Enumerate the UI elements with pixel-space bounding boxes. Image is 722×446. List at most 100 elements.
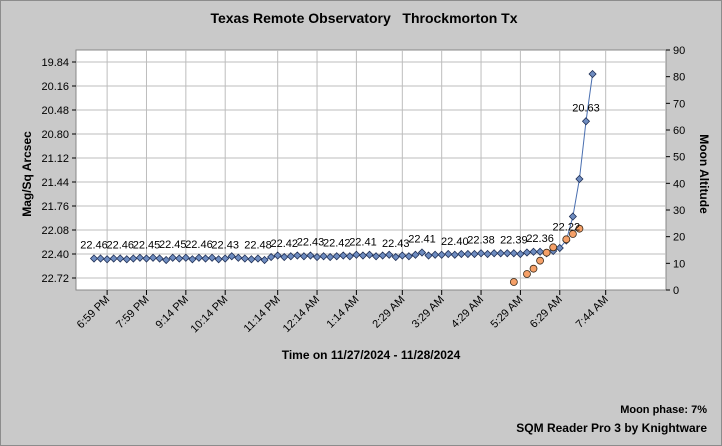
sqm-point [417,248,427,257]
left-axis: 19.84 20.16 20.48 20.80 21.12 21.44 21.76 22.08… [41,57,76,285]
sqm-point [286,252,295,261]
sqm-point [168,253,177,262]
data-label: 22.43 [382,238,410,250]
x-tick-label: 5:29 AM [488,294,525,331]
moon-point [523,270,531,278]
data-label: 22.42 [323,237,351,249]
sqm-point [319,252,328,261]
sqm-point [529,247,538,256]
data-label: 22.42 [270,238,298,250]
sqm-point [116,254,125,263]
sqm-point [431,250,440,259]
sqm-point [188,255,197,264]
sqm-point [522,248,532,257]
sqm-point [260,255,269,265]
sqm-point [424,251,433,260]
x-tick-label: 3:29 AM [410,294,447,331]
y2-tick-label: 80 [673,72,685,84]
sqm-point [227,252,236,261]
y-tick-label: 22.40 [41,249,69,261]
y-tick-label: 22.72 [41,273,69,285]
y2-tick-label: 60 [673,125,685,137]
data-label: 22.46 [80,240,108,252]
sqm-point [299,252,308,261]
sqm-point [142,254,151,263]
sqm-point [581,117,591,126]
moon-point [549,243,558,252]
y-tick-label: 19.84 [41,57,69,69]
sqm-point [267,252,276,262]
right-axis: 0 10 20 30 40 50 60 70 80 90 [666,45,685,297]
sqm-point [444,249,453,259]
data-label: 22.39 [500,234,528,246]
sqm-point [306,251,315,260]
x-tick-label: 11:14 PM [242,294,283,335]
sqm-point [253,254,263,263]
y2-tick-label: 90 [673,45,685,57]
data-label: 22.45 [133,240,161,252]
moon-point [568,230,577,238]
data-label: 22.38 [467,234,495,246]
data-label: 22.22 [553,222,581,234]
sqm-point [273,251,282,260]
data-label: 22.45 [159,239,187,251]
y2-tick-label: 40 [673,178,685,190]
grid-lines [76,50,666,290]
chart-title: Texas Remote Observatory Throckmorton Tx [210,10,517,26]
sqm-point [411,250,420,259]
y-tick-label: 20.16 [41,81,69,93]
data-label: 22.46 [106,240,134,252]
sqm-point [516,249,525,259]
x-tick-label: 4:29 AM [449,294,486,331]
x-tick-label: 1:14 AM [324,294,361,331]
moon-point [529,264,538,273]
x-tick-label: 9:14 PM [154,294,191,331]
sqm-point [509,249,518,258]
sqm-point [457,249,466,259]
sqm-point [588,69,597,79]
data-label: 22.41 [349,237,377,249]
sqm-point [365,250,374,259]
sqm-point [122,255,131,264]
sqm-point [240,254,249,263]
sqm-point [352,250,361,259]
data-label: 22.43 [211,240,239,252]
x-tick-label: 6:29 AM [528,294,565,331]
sqm-point [96,254,105,263]
y-tick-label: 20.80 [41,129,69,141]
sqm-point [358,251,368,260]
moon-point [536,256,544,265]
moon-point [509,278,518,286]
sqm-point [536,247,545,256]
y-tick-label: 21.44 [41,177,69,189]
y2-tick-label: 10 [673,258,685,270]
y2-tick-label: 20 [673,232,685,244]
sqm-point [345,252,354,261]
moon-point [542,248,551,257]
sqm-point [280,252,289,262]
sqm-point [109,254,118,263]
sqm-point [103,255,112,264]
software-credit: SQM Reader Pro 3 by Knightware [516,421,707,435]
sqm-point [391,252,400,262]
data-label: 22.36 [526,233,554,245]
sqm-point [175,254,184,263]
sqm-point [450,250,459,259]
y-tick-label: 21.12 [41,153,69,165]
y2-tick-label: 30 [673,205,685,217]
sqm-point [476,249,486,258]
data-label: 22.43 [297,237,325,249]
sqm-point [372,252,381,261]
moon-point [575,224,584,233]
sqm-point [404,252,413,261]
sqm-point [214,255,223,264]
x-tick-label: 10:14 PM [189,294,231,336]
y2-tick-label: 0 [673,285,679,297]
sqm-point [490,249,499,258]
y-tick-label: 21.76 [41,201,69,213]
sqm-point [162,255,171,265]
x-axis-title: Time on 11/27/2024 - 11/28/2024 [282,348,461,362]
data-label: 22.41 [408,234,436,246]
sqm-point [385,250,394,259]
